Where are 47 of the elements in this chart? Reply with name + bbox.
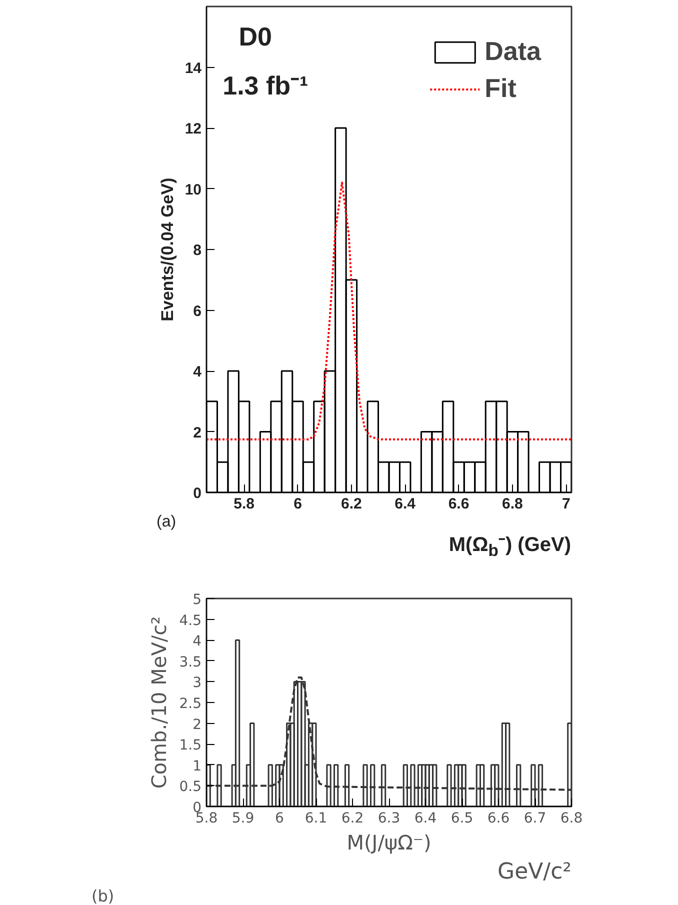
- legend-label: Data: [484, 36, 541, 67]
- legend-label: Fit: [484, 73, 516, 104]
- y-tick-label: 3.5: [179, 654, 202, 670]
- x-tick-label: 6.7: [524, 810, 546, 826]
- y-tick-label: 1.5: [179, 738, 202, 754]
- x-tick-label: 6.1: [304, 810, 328, 826]
- x-tick-label: 6: [275, 810, 284, 826]
- y-tick-label: 4: [193, 364, 202, 380]
- x-tick-label: 5.9: [232, 810, 254, 826]
- y-tick-label: 0.5: [179, 779, 202, 796]
- x-tick-label: 6.6: [487, 810, 510, 826]
- y-tick-label: 4.5: [179, 612, 202, 629]
- y-tick-label: 4: [192, 634, 202, 650]
- text: (b): [92, 886, 114, 905]
- y-tick-label: 10: [184, 181, 202, 198]
- x-tick-label: 6.5: [450, 810, 474, 826]
- y-axis-title: Events/(0.04 GeV): [158, 178, 177, 322]
- x-tick-label: 5.8: [195, 810, 218, 826]
- x-tick-label: 6.4: [414, 810, 437, 826]
- y-tick-label: 1: [192, 758, 202, 774]
- x-tick-label: 6: [294, 496, 302, 512]
- y-tick-label: 0: [193, 485, 202, 502]
- x-tick-label: 6.6: [448, 496, 470, 512]
- y-tick-label: 5: [192, 592, 202, 608]
- y-tick-label: 2.5: [179, 696, 202, 712]
- x-tick-label: 5.8: [234, 496, 255, 512]
- x-tick-label: 6.2: [341, 810, 364, 826]
- y-tick-label: 8: [193, 242, 202, 259]
- y-tick-label: 2: [193, 424, 202, 442]
- x-tick-label: 6.3: [378, 810, 400, 826]
- x-tick-label: 6.4: [394, 496, 416, 512]
- x-axis-title: M(J/ψΩ⁻): [346, 830, 432, 854]
- text: (a): [156, 514, 176, 530]
- y-tick-label: 2: [192, 716, 202, 733]
- annotation: D0: [238, 22, 272, 52]
- x-tick-label: 6.8: [502, 496, 523, 512]
- x-tick-label: 7: [562, 496, 570, 512]
- y-tick-label: 3: [192, 675, 202, 692]
- y-axis-title: Comb./10 MeV/c²: [147, 616, 172, 789]
- text: GeV/c²: [498, 860, 572, 884]
- y-tick-label: 14: [184, 60, 202, 77]
- y-tick-label: 6: [193, 302, 202, 320]
- x-tick-label: 6.8: [560, 810, 583, 826]
- x-axis-title: M(Ω$_{b}$⁻) (GeV): [448, 533, 571, 562]
- x-tick-label: 6.2: [341, 496, 362, 512]
- annotation: 1.3 fb⁻¹: [222, 70, 308, 100]
- y-tick-label: 12: [184, 120, 202, 138]
